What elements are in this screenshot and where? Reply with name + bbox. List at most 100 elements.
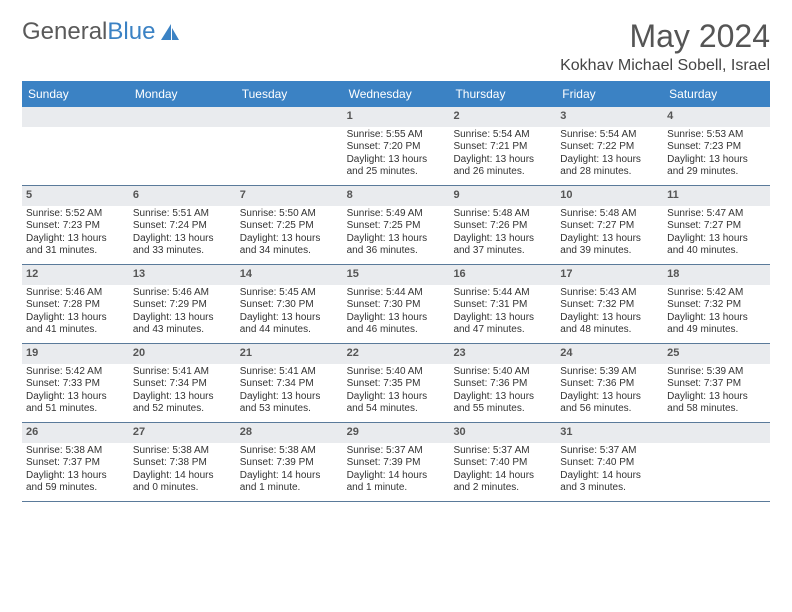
day-cell: 29Sunrise: 5:37 AMSunset: 7:39 PMDayligh… (343, 423, 450, 501)
sunset-line: Sunset: 7:30 PM (240, 299, 339, 312)
daylight-line: Daylight: 13 hours and 26 minutes. (453, 154, 552, 179)
day-cell: 27Sunrise: 5:38 AMSunset: 7:38 PMDayligh… (129, 423, 236, 501)
day-cell: 10 Sunrise: 5:48 AMSunset: 7:27 PMDayligh… (556, 186, 663, 264)
sunset-line: Sunset: 7:29 PM (133, 299, 232, 312)
sunrise-line: Sunrise: 5:49 AM (347, 208, 446, 221)
sunset-line: Sunset: 7:39 PM (240, 457, 339, 470)
month-title: May 2024 (560, 18, 770, 55)
sunset-line: Sunset: 7:35 PM (347, 378, 446, 391)
day-number: 9 (449, 186, 556, 206)
day-number: 27 (129, 423, 236, 443)
sunrise-line: Sunrise: 5:40 AM (347, 366, 446, 379)
calendar-body: 1Sunrise: 5:55 AMSunset: 7:20 PMDaylight… (22, 107, 770, 502)
sunrise-line: Sunrise: 5:55 AM (347, 129, 446, 142)
brand-sail-icon (159, 22, 181, 42)
day-number: 25 (663, 344, 770, 364)
daylight-line: Daylight: 13 hours and 49 minutes. (667, 312, 766, 337)
sunset-line: Sunset: 7:34 PM (240, 378, 339, 391)
day-number: 17 (556, 265, 663, 285)
daylight-line: Daylight: 13 hours and 46 minutes. (347, 312, 446, 337)
day-number: 13 (129, 265, 236, 285)
brand-part1: General (22, 18, 107, 46)
day-number: 12 (22, 265, 129, 285)
day-number: 2 (449, 107, 556, 127)
brand-logo: GeneralBlue (22, 18, 181, 46)
day-cell: 3Sunrise: 5:54 AMSunset: 7:22 PMDaylight… (556, 107, 663, 185)
title-block: May 2024 Kokhav Michael Sobell, Israel (560, 18, 770, 75)
day-cell: 2Sunrise: 5:54 AMSunset: 7:21 PMDaylight… (449, 107, 556, 185)
day-number: 3 (556, 107, 663, 127)
daylight-line: Daylight: 14 hours and 2 minutes. (453, 470, 552, 495)
day-number: 29 (343, 423, 450, 443)
day-number: 5 (22, 186, 129, 206)
daylight-line: Daylight: 13 hours and 33 minutes. (133, 233, 232, 258)
daylight-line: Daylight: 13 hours and 56 minutes. (560, 391, 659, 416)
daylight-line: Daylight: 14 hours and 1 minute. (347, 470, 446, 495)
sunrise-line: Sunrise: 5:44 AM (347, 287, 446, 300)
sunrise-line: Sunrise: 5:48 AM (453, 208, 552, 221)
daylight-line: Daylight: 13 hours and 37 minutes. (453, 233, 552, 258)
week-row: 26Sunrise: 5:38 AMSunset: 7:37 PMDayligh… (22, 423, 770, 502)
day-cell: 31Sunrise: 5:37 AMSunset: 7:40 PMDayligh… (556, 423, 663, 501)
sunrise-line: Sunrise: 5:37 AM (560, 445, 659, 458)
day-number: 19 (22, 344, 129, 364)
daylight-line: Daylight: 13 hours and 31 minutes. (26, 233, 125, 258)
sunrise-line: Sunrise: 5:38 AM (240, 445, 339, 458)
day-cell: 19Sunrise: 5:42 AMSunset: 7:33 PMDayligh… (22, 344, 129, 422)
day-cell: 8Sunrise: 5:49 AMSunset: 7:25 PMDaylight… (343, 186, 450, 264)
day-number: 20 (129, 344, 236, 364)
sunrise-line: Sunrise: 5:45 AM (240, 287, 339, 300)
sunset-line: Sunset: 7:22 PM (560, 141, 659, 154)
week-row: 19Sunrise: 5:42 AMSunset: 7:33 PMDayligh… (22, 344, 770, 423)
daylight-line: Daylight: 13 hours and 29 minutes. (667, 154, 766, 179)
daylight-line: Daylight: 13 hours and 53 minutes. (240, 391, 339, 416)
day-number: 26 (22, 423, 129, 443)
day-number: 24 (556, 344, 663, 364)
day-cell: 23Sunrise: 5:40 AMSunset: 7:36 PMDayligh… (449, 344, 556, 422)
day-number: 7 (236, 186, 343, 206)
sunrise-line: Sunrise: 5:38 AM (133, 445, 232, 458)
sunrise-line: Sunrise: 5:48 AM (560, 208, 659, 221)
sunrise-line: Sunrise: 5:46 AM (133, 287, 232, 300)
sunrise-line: Sunrise: 5:38 AM (26, 445, 125, 458)
sunrise-line: Sunrise: 5:42 AM (667, 287, 766, 300)
daylight-line: Daylight: 13 hours and 34 minutes. (240, 233, 339, 258)
day-cell: 28Sunrise: 5:38 AMSunset: 7:39 PMDayligh… (236, 423, 343, 501)
sunset-line: Sunset: 7:27 PM (667, 220, 766, 233)
daylight-line: Daylight: 13 hours and 51 minutes. (26, 391, 125, 416)
day-cell: 1Sunrise: 5:55 AMSunset: 7:20 PMDaylight… (343, 107, 450, 185)
sunset-line: Sunset: 7:27 PM (560, 220, 659, 233)
day-cell: 7Sunrise: 5:50 AMSunset: 7:25 PMDaylight… (236, 186, 343, 264)
daylight-line: Daylight: 13 hours and 41 minutes. (26, 312, 125, 337)
week-row: 5Sunrise: 5:52 AMSunset: 7:23 PMDaylight… (22, 186, 770, 265)
daylight-line: Daylight: 13 hours and 36 minutes. (347, 233, 446, 258)
sunrise-line: Sunrise: 5:39 AM (560, 366, 659, 379)
sunset-line: Sunset: 7:23 PM (667, 141, 766, 154)
calendar: SundayMondayTuesdayWednesdayThursdayFrid… (22, 81, 770, 502)
sunset-line: Sunset: 7:20 PM (347, 141, 446, 154)
sunset-line: Sunset: 7:40 PM (560, 457, 659, 470)
sunrise-line: Sunrise: 5:47 AM (667, 208, 766, 221)
sunset-line: Sunset: 7:23 PM (26, 220, 125, 233)
day-number (236, 107, 343, 127)
day-cell: 24Sunrise: 5:39 AMSunset: 7:36 PMDayligh… (556, 344, 663, 422)
weekday-header-row: SundayMondayTuesdayWednesdayThursdayFrid… (22, 81, 770, 107)
location-text: Kokhav Michael Sobell, Israel (560, 57, 770, 75)
sunset-line: Sunset: 7:37 PM (667, 378, 766, 391)
weekday-header-cell: Sunday (22, 81, 129, 107)
daylight-line: Daylight: 13 hours and 28 minutes. (560, 154, 659, 179)
daylight-line: Daylight: 13 hours and 52 minutes. (133, 391, 232, 416)
brand-part2: Blue (107, 18, 155, 46)
day-number: 10 (556, 186, 663, 206)
sunset-line: Sunset: 7:28 PM (26, 299, 125, 312)
day-number: 6 (129, 186, 236, 206)
weekday-header-cell: Thursday (449, 81, 556, 107)
sunrise-line: Sunrise: 5:44 AM (453, 287, 552, 300)
sunrise-line: Sunrise: 5:37 AM (453, 445, 552, 458)
day-number: 23 (449, 344, 556, 364)
sunrise-line: Sunrise: 5:46 AM (26, 287, 125, 300)
day-cell: 17Sunrise: 5:43 AMSunset: 7:32 PMDayligh… (556, 265, 663, 343)
sunset-line: Sunset: 7:30 PM (347, 299, 446, 312)
daylight-line: Daylight: 14 hours and 3 minutes. (560, 470, 659, 495)
daylight-line: Daylight: 13 hours and 39 minutes. (560, 233, 659, 258)
